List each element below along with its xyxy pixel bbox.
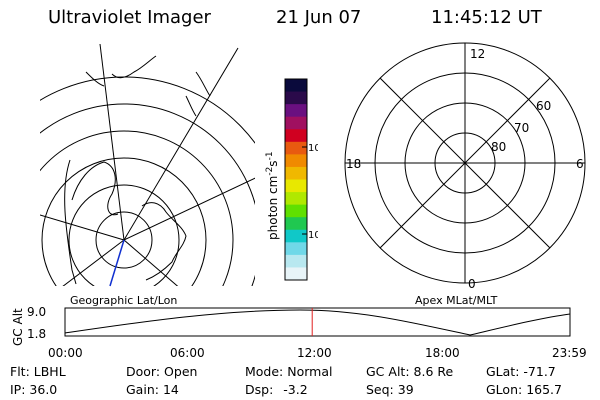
status-glat: GLat: -71.7 [486,364,556,379]
mlt-label-6: 6 [576,157,584,171]
colorbar-band [285,242,307,256]
lon-line [123,239,179,286]
status-gain: Gain: 14 [126,382,179,397]
colorbar-band [285,229,307,243]
colorbar-band [285,141,307,155]
status-glon: GLon: 165.7 [486,382,562,397]
colorbar-band [285,254,307,268]
colorbar-band [285,192,307,206]
lon-line [62,239,125,286]
colorbar: 100 10 photon cm-2s-1 [265,78,318,281]
coastline [85,71,105,87]
colorbar-band [285,179,307,193]
lat-circle [41,157,207,286]
altitude-plot-frame [64,307,571,337]
x-tick-label: 18:00 [425,346,460,360]
lon-line [40,214,125,241]
colorbar-band [285,91,307,105]
lat-circle [68,184,180,286]
status-mode: Mode: Normal [245,364,333,379]
colorbar-frame [284,78,308,281]
lat-circle [95,211,153,269]
colorbar-tick-label: 100 [308,143,318,154]
coastline [185,71,211,117]
mlat-label-80: 80 [491,140,506,154]
x-tick-label: 00:00 [48,346,83,360]
mlt-label-18: 18 [346,157,361,171]
altitude-curve [64,309,571,336]
time-label: 11:45:12 UT [431,7,542,28]
coastline [64,159,119,285]
colorbar-band [285,129,307,143]
mlat-label-70: 70 [514,121,529,135]
status-dsp: Dsp: -3.2 [245,382,308,397]
status-door: Door: Open [126,364,198,379]
altitude-plot: GC Alt 9.0 1.8 00:00 06:00 12:00 18:00 2… [11,305,587,360]
mlt-label-12: 12 [470,47,485,61]
right-panel-caption: Apex MLat/MLT [415,294,498,307]
colorbar-band [285,154,307,168]
colorbar-band [285,104,307,118]
left-panel-caption: Geographic Lat/Lon [70,294,178,307]
status-ip: IP: 36.0 [10,382,58,397]
mlat-label-60: 60 [536,99,551,113]
colorbar-band [285,166,307,180]
lat-circle [40,103,255,286]
colorbar-tick-label: 10 [308,230,318,241]
footprint-track [109,239,125,287]
coastline [111,55,157,79]
altitude-ylabel: GC Alt [11,308,25,346]
lon-line [123,177,255,241]
x-tick-label: 23:59 [552,346,587,360]
status-flt: Flt: LBHL [10,364,66,379]
mlat-mlt-dial: 12 18 6 0 60 70 80 [344,42,586,291]
colorbar-band [285,217,307,231]
status-seq: Seq: 39 [366,382,414,397]
colorbar-band [285,116,307,130]
geographic-map [40,44,255,287]
lon-line [123,47,239,241]
date-label: 21 Jun 07 [276,7,362,28]
altitude-ytick-top: 9.0 [27,305,46,319]
x-tick-label: 12:00 [297,346,332,360]
mlt-diagonal [379,77,551,249]
mlt-label-0: 0 [468,277,476,291]
status-gc-alt: GC Alt: 8.6 Re [366,364,454,379]
x-tick-label: 06:00 [170,346,205,360]
instrument-title: Ultraviolet Imager [48,7,211,28]
colorbar-band [285,267,307,281]
lat-circle [40,130,234,286]
lon-line [99,44,125,241]
altitude-ytick-bottom: 1.8 [27,327,46,341]
colorbar-unit-label: photon cm-2s-1 [265,151,280,240]
colorbar-band [285,79,307,93]
colorbar-band [285,204,307,218]
coastline [141,202,187,281]
